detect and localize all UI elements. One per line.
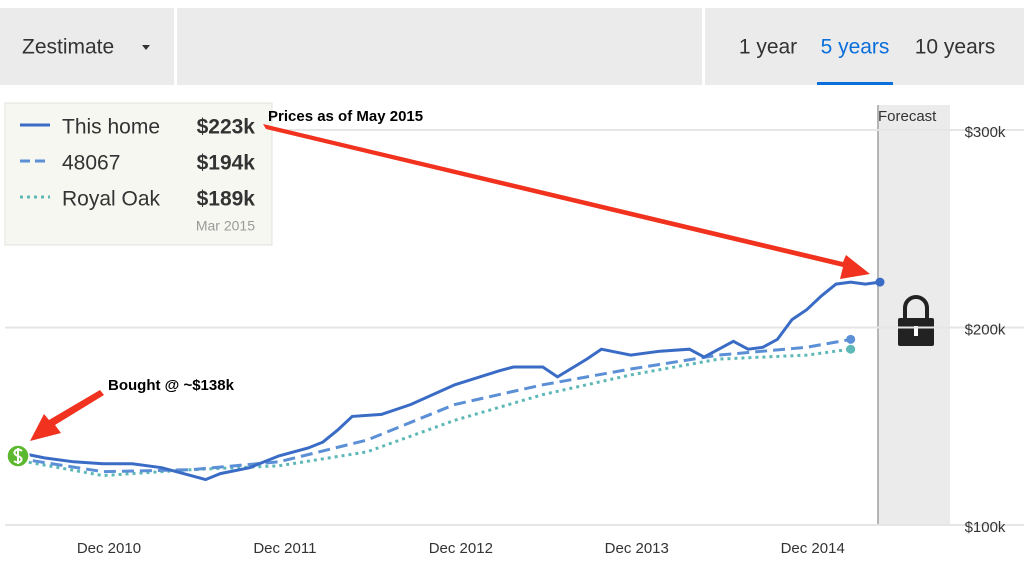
x-tick-label: Dec 2012 — [429, 540, 493, 557]
tab[interactable]: 5 years — [821, 36, 890, 59]
legend-name: This home — [62, 116, 160, 139]
x-tick-label: Dec 2011 — [253, 540, 316, 557]
series-line — [14, 347, 851, 478]
forecast-label: Forecast — [878, 108, 937, 125]
legend-box — [4, 102, 273, 246]
y-tick-label: $200k — [965, 321, 1006, 338]
tab-underline — [817, 82, 893, 85]
x-tick-label: Dec 2013 — [605, 540, 669, 557]
legend-name: Royal Oak — [62, 188, 161, 211]
legend-date: Mar 2015 — [196, 218, 255, 234]
dropdown[interactable]: Zestimate — [22, 36, 114, 59]
legend-name: 48067 — [62, 152, 120, 175]
end-point — [875, 277, 885, 287]
lock-shackle — [903, 295, 929, 318]
legend-value: $189k — [197, 188, 256, 211]
lock-icon — [898, 295, 934, 346]
toolbar-divider — [174, 8, 177, 85]
y-tick-label: $300k — [965, 124, 1006, 141]
annotation: Prices as of May 2015 — [268, 108, 423, 125]
legend-value: $223k — [197, 116, 256, 139]
dollar-sign — [13, 448, 23, 464]
dropdown-caret[interactable] — [142, 45, 150, 50]
end-point — [846, 334, 856, 344]
series-line — [14, 337, 851, 474]
lock-keyhole — [914, 326, 918, 336]
end-point — [846, 344, 856, 354]
tab[interactable]: 10 years — [915, 36, 996, 59]
toolbar — [0, 8, 1024, 85]
annotation-arrow — [263, 124, 870, 279]
annotation-arrow — [30, 390, 104, 441]
annotation: Bought @ ~$138k — [108, 377, 235, 394]
x-tick-label: Dec 2010 — [77, 540, 141, 557]
series-line — [14, 280, 881, 482]
legend-value: $194k — [197, 152, 256, 175]
tabs: 1 year 5 years 10 years — [739, 36, 995, 85]
tab[interactable]: 1 year — [739, 36, 797, 59]
y-tick-label: $100k — [965, 519, 1006, 536]
x-tick-label: Dec 2014 — [781, 540, 845, 557]
toolbar-divider — [702, 8, 705, 85]
plot: $100k $200k $300k Dec 2010 Dec 2011 Dec 2012 D… — [5, 124, 1024, 557]
forecast-region — [878, 105, 950, 525]
legend: This home $223k 48067 $194k Royal Oak $189k — [20, 116, 255, 211]
